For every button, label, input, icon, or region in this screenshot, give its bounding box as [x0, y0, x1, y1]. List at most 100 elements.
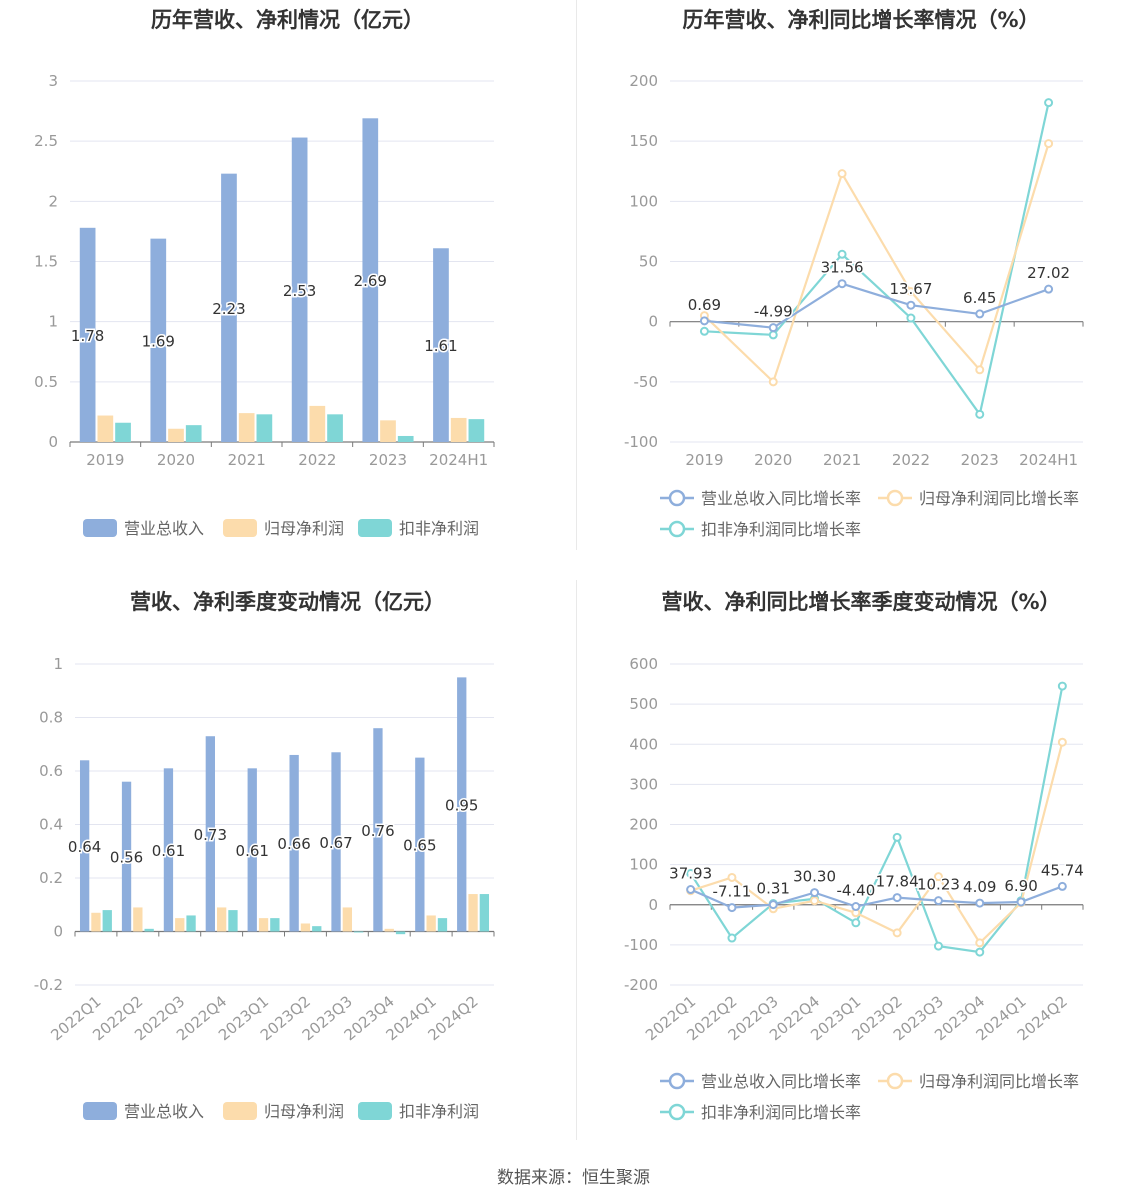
x-tick-label: 2024H1	[1019, 451, 1078, 469]
bar-revenue	[433, 248, 449, 442]
quarterly-growth-panel: 营收、净利同比增长率季度变动情况（%） -200 -100 0 100 200 300 40…	[575, 580, 1147, 1150]
data-label: 13.67	[889, 280, 932, 298]
legend-swatch	[358, 519, 392, 537]
data-point	[837, 169, 847, 179]
data-point	[933, 941, 943, 951]
series-line	[704, 282, 1049, 329]
data-label: 0.95	[445, 796, 478, 814]
data-label: 1.78	[71, 327, 104, 345]
data-label: -4.99	[754, 303, 793, 321]
bar-parent-profit	[300, 923, 311, 932]
data-label: 2.23	[212, 300, 245, 318]
y-tick-label: 500	[629, 695, 658, 713]
data-point	[975, 365, 985, 375]
legend-swatch-marker	[886, 1072, 904, 1090]
data-point	[768, 323, 778, 333]
data-label: 6.90	[1004, 877, 1037, 895]
x-tick-label: 2024H1	[429, 451, 488, 469]
data-label: 4.09	[963, 878, 996, 896]
bar-revenue	[205, 736, 215, 932]
bar-deducted-profit	[312, 926, 322, 932]
bar-parent-profit	[450, 417, 467, 442]
y-tick-label: 50	[639, 253, 658, 271]
data-label: 0.61	[236, 842, 269, 860]
legend-swatch	[358, 1102, 392, 1120]
data-point	[892, 832, 902, 842]
y-tick-label: 0	[48, 433, 58, 451]
y-tick-label: 0.5	[34, 373, 58, 391]
data-point	[1057, 881, 1067, 891]
y-tick-label: -200	[624, 976, 658, 994]
bar-parent-profit	[168, 428, 184, 442]
bar-deducted-profit	[186, 915, 196, 932]
series-line	[690, 741, 1064, 945]
bar-deducted-profit	[354, 931, 364, 933]
data-point	[1044, 139, 1054, 149]
y-tick-label: 600	[629, 655, 658, 673]
x-tick-label: 2023	[369, 451, 407, 469]
legend-label: 归母净利润同比增长率	[919, 489, 1079, 508]
data-label: 2.53	[283, 282, 316, 300]
y-tick-label: 0.6	[39, 762, 63, 780]
bar-revenue	[79, 227, 96, 442]
data-point	[975, 409, 985, 419]
data-point	[837, 279, 847, 289]
data-label: 31.56	[821, 259, 864, 277]
data-point	[851, 918, 861, 928]
x-tick-label: 2020	[157, 451, 195, 469]
data-label: 0.61	[152, 842, 185, 860]
y-tick-label: 0.8	[39, 709, 63, 727]
series-line	[703, 143, 1050, 384]
data-point	[975, 898, 985, 908]
bar-deducted-profit	[144, 928, 154, 932]
data-label: 30.30	[793, 868, 836, 886]
data-point	[686, 868, 696, 878]
legend-label: 扣非净利润同比增长率	[701, 1103, 861, 1122]
bar-revenue	[373, 728, 383, 932]
y-tick-label: 0.4	[39, 816, 63, 834]
bar-parent-profit	[216, 907, 227, 932]
data-point	[933, 872, 943, 882]
data-point	[933, 896, 943, 906]
data-point	[810, 888, 820, 898]
legend-label: 营业总收入	[124, 519, 204, 538]
y-tick-label: -100	[624, 433, 658, 451]
panel-divider	[576, 580, 577, 1140]
legend-label: 扣非净利润同比增长率	[701, 520, 861, 539]
bar-deducted-profit	[102, 910, 112, 932]
y-tick-label: 1	[48, 313, 58, 331]
data-label: 1.69	[142, 332, 175, 350]
data-point	[1016, 897, 1026, 907]
bar-deducted-profit	[115, 422, 131, 442]
bar-deducted-profit	[185, 425, 202, 442]
data-label: 0.66	[277, 835, 310, 853]
x-tick-label: 2022	[892, 451, 930, 469]
data-point	[906, 287, 916, 297]
bar-revenue	[121, 781, 132, 932]
bar-deducted-profit	[256, 414, 273, 442]
quarterly-amount-panel: 营收、净利季度变动情况（亿元） -0.2 0 0.2 0.4 0.6 0.8 1 2022Q1…	[0, 580, 575, 1150]
y-tick-label: 150	[629, 132, 658, 150]
data-label: 27.02	[1027, 264, 1070, 282]
bar-revenue	[457, 677, 467, 932]
data-point	[892, 893, 902, 903]
data-point	[768, 330, 778, 340]
legend-label: 营业总收入同比增长率	[701, 1072, 861, 1091]
bar-parent-profit	[258, 918, 269, 932]
x-tick-label: 2019	[685, 451, 723, 469]
y-tick-label: 400	[629, 735, 658, 753]
bar-deducted-profit	[437, 918, 448, 932]
data-point	[975, 938, 985, 948]
bar-parent-profit	[426, 915, 436, 932]
data-label: 10.23	[917, 876, 960, 894]
bar-revenue	[79, 760, 90, 932]
legend-label: 归母净利润	[264, 1102, 344, 1121]
y-tick-label: 100	[629, 856, 658, 874]
bar-revenue	[291, 137, 308, 442]
legend-swatch-marker	[668, 520, 686, 538]
y-tick-label: 200	[629, 72, 658, 90]
data-point	[727, 933, 737, 943]
bar-revenue	[221, 173, 237, 442]
data-label: 37.93	[669, 865, 712, 883]
data-point	[906, 313, 916, 323]
